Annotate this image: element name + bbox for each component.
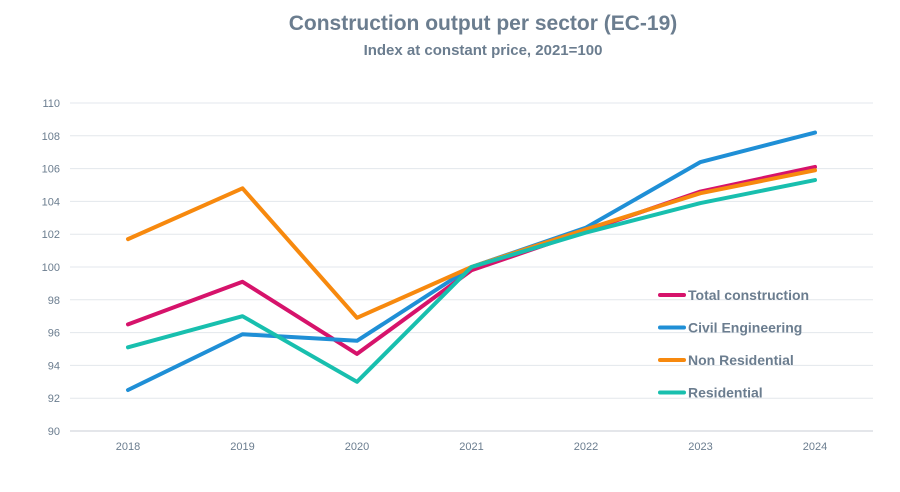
- x-axis: 2018 2019 2020 2021 2022 2023 2024: [116, 441, 827, 453]
- chart-title: Construction output per sector (EC-19): [289, 12, 678, 35]
- x-tick-label: 2019: [230, 441, 254, 453]
- y-tick-label: 108: [42, 131, 60, 143]
- legend-label: Residential: [688, 385, 763, 401]
- x-tick-label: 2018: [116, 441, 140, 453]
- x-tick-label: 2023: [688, 441, 712, 453]
- x-tick-label: 2024: [803, 441, 827, 453]
- x-tick-label: 2021: [459, 441, 483, 453]
- y-tick-label: 96: [48, 328, 60, 340]
- y-tick-label: 106: [42, 164, 60, 176]
- y-tick-label: 98: [48, 295, 60, 307]
- series-lines: [126, 130, 817, 392]
- legend-label: Civil Engineering: [688, 320, 802, 336]
- y-tick-label: 102: [42, 229, 60, 241]
- chart-subtitle: Index at constant price, 2021=100: [364, 42, 603, 59]
- y-tick-label: 90: [48, 426, 60, 438]
- y-tick-label: 110: [42, 98, 60, 110]
- legend: Total construction Civil Engineering Non R…: [658, 287, 809, 401]
- legend-label: Total construction: [688, 287, 809, 303]
- legend-label: Non Residential: [688, 352, 794, 368]
- x-tick-label: 2022: [574, 441, 598, 453]
- series-line-residential: [126, 178, 817, 384]
- y-axis: 90 92 94 96 98 100 102 104 106 108 110: [42, 98, 60, 438]
- y-tick-label: 94: [48, 360, 60, 372]
- y-tick-label: 100: [42, 262, 60, 274]
- x-tick-label: 2020: [345, 441, 369, 453]
- y-tick-label: 104: [42, 196, 60, 208]
- y-tick-label: 92: [48, 393, 60, 405]
